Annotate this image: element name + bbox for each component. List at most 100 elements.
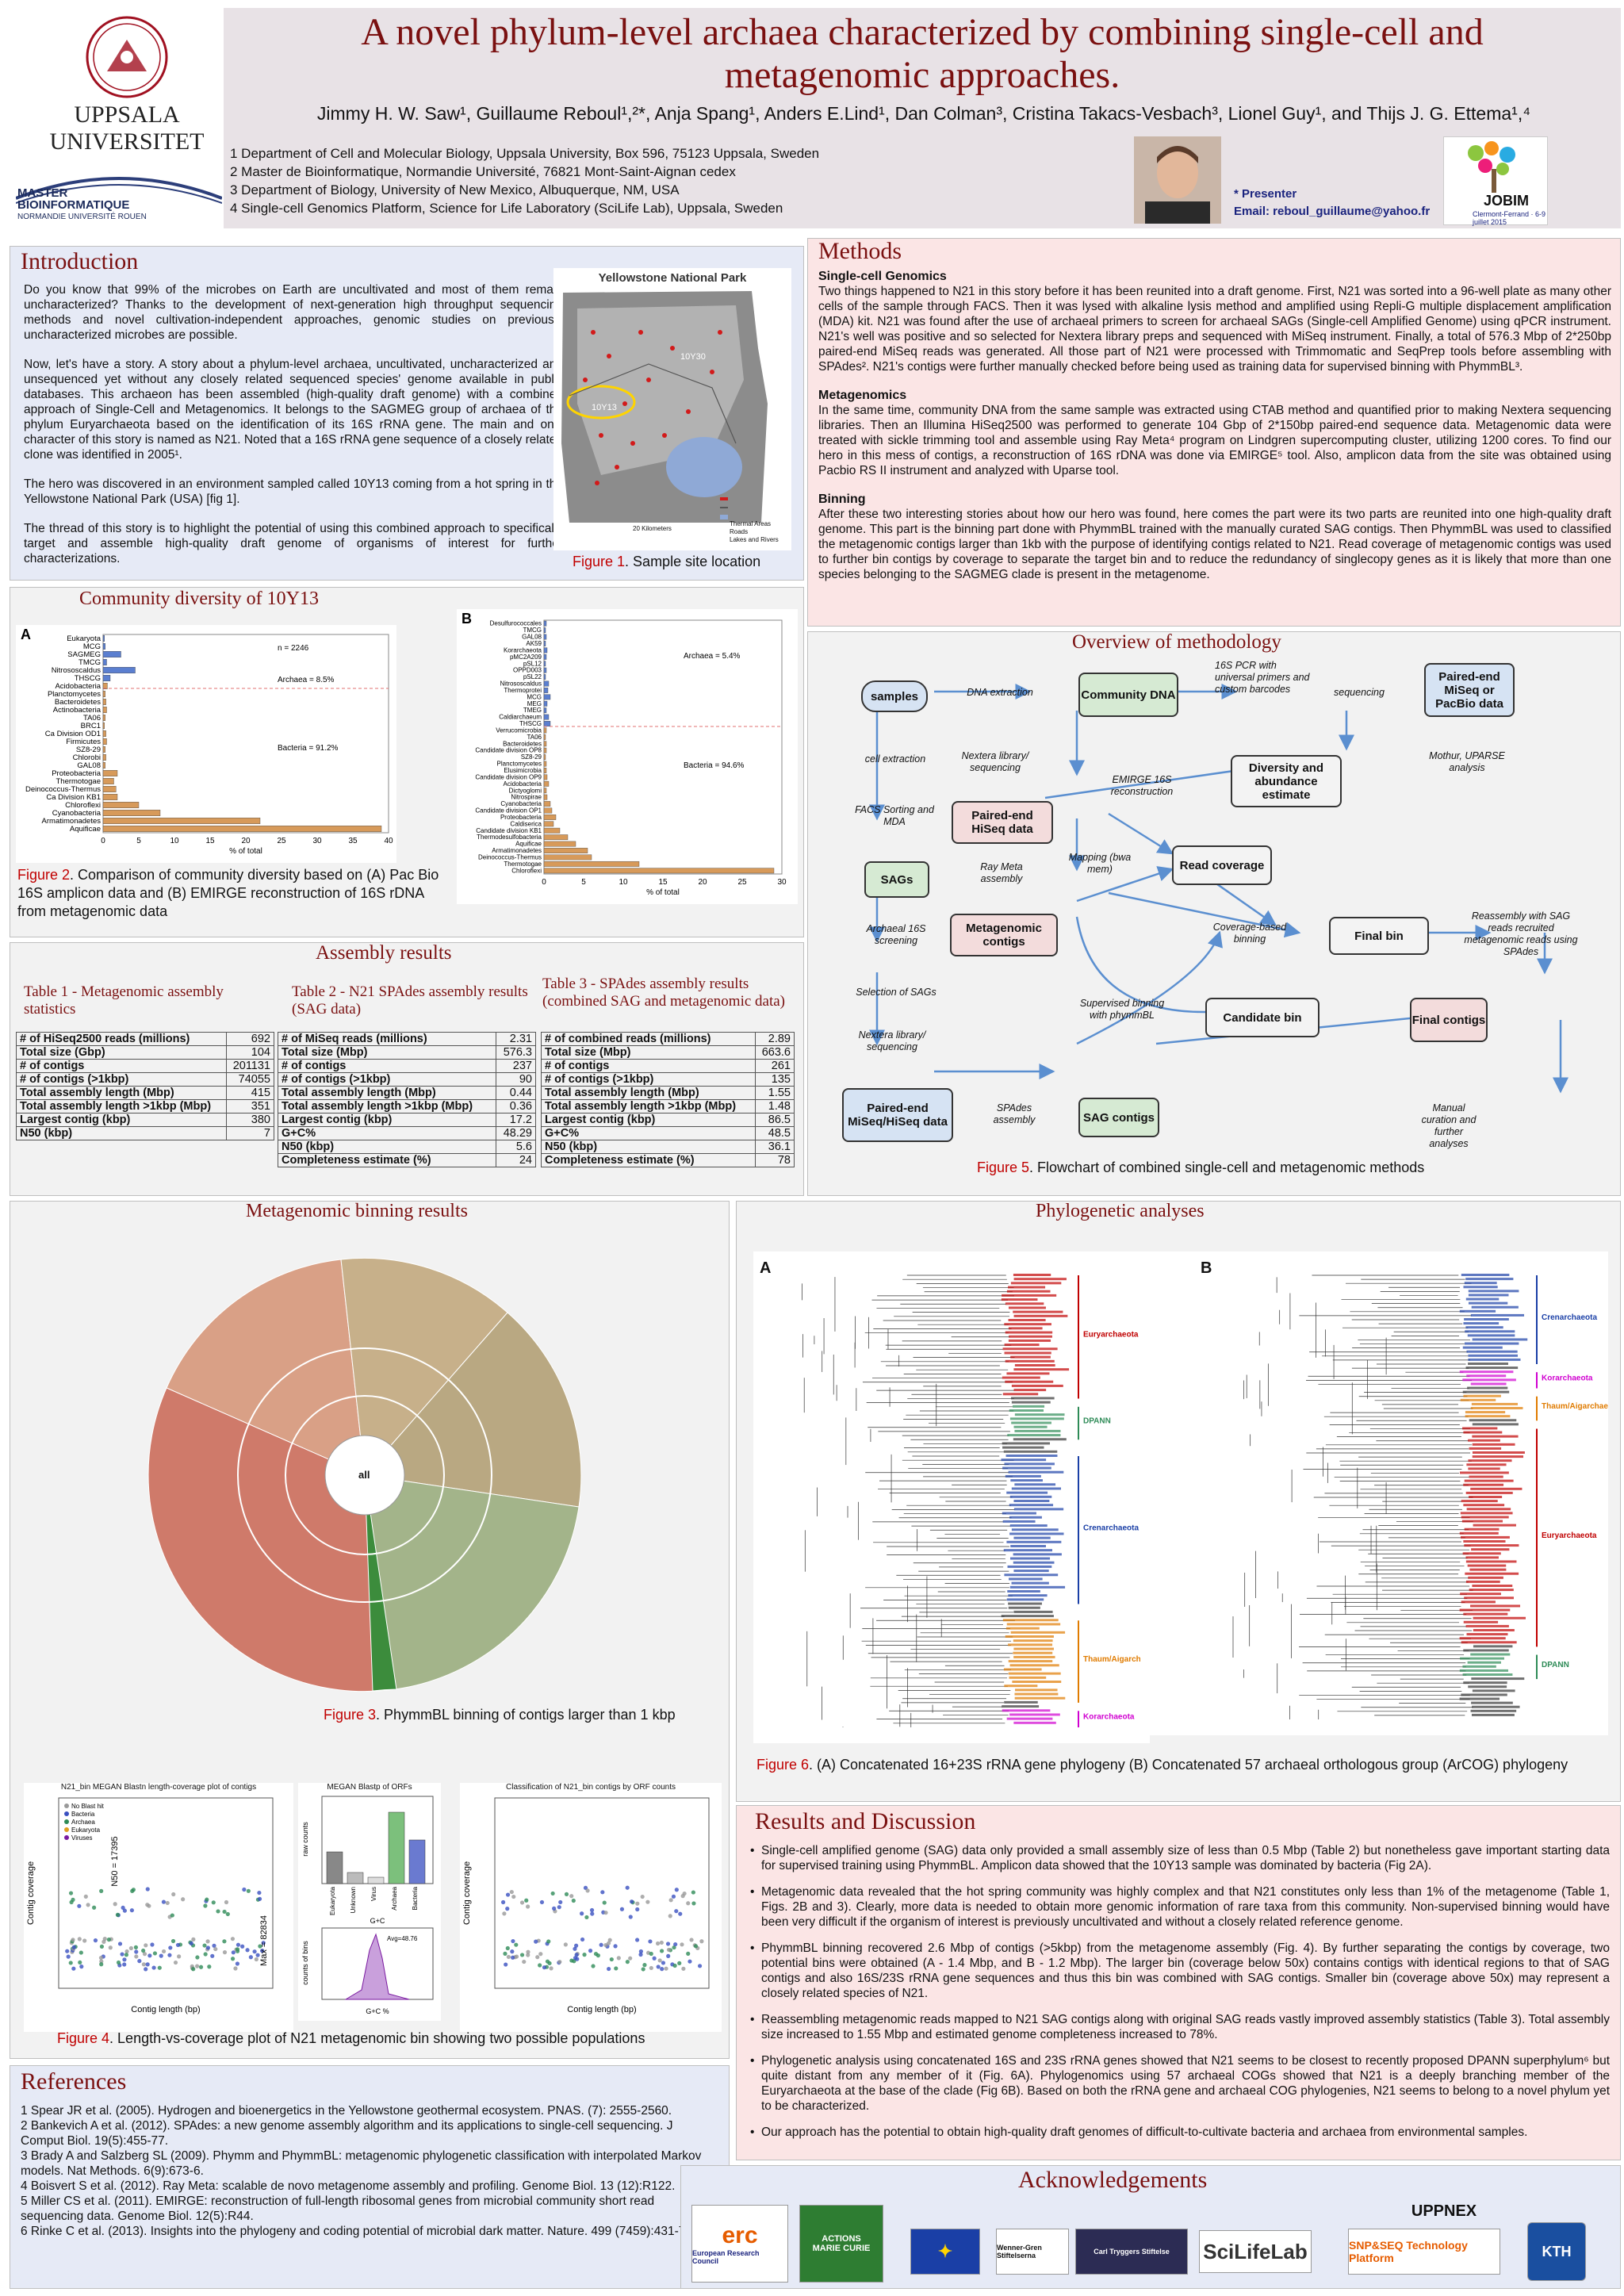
bar [543,754,546,761]
chart-panel-label: A [21,627,31,642]
data-point [145,1903,150,1907]
table-cell-label: Total assembly length >1kbp (Mbp) [540,1099,756,1114]
tree-leaf [1011,1401,1051,1404]
uppsala-seal-icon [86,16,168,98]
tree-leaf [1008,1602,1042,1605]
data-point [144,1943,148,1948]
phylo-title: Phylogenetic analyses [1036,1201,1205,1221]
data-point [216,1909,220,1914]
tree-leaf [1011,1581,1049,1585]
node-read-coverage: Read coverage [1172,845,1272,885]
tree-leaf [1008,1470,1064,1474]
data-point [505,1892,511,1897]
data-point [619,1907,625,1911]
table-cell-value: 415 [226,1086,274,1100]
x-tick-label: 5 [581,878,586,887]
figure2-caption: Figure 2. Comparison of community divers… [17,867,439,919]
figure1-caption: Figure 1. Sample site location [573,554,761,569]
tree-leaf [1463,1286,1498,1289]
data-point [526,1904,530,1909]
data-point [78,1960,82,1965]
references-title: References [21,2068,127,2095]
tree-leaf [1466,1633,1508,1636]
plot-frame [58,1797,274,1989]
label-reassembly: Reassembly with SAG reads recruited meta… [1464,910,1578,957]
presenter-email[interactable]: Email: reboul_guillaume@yahoo.fr [1234,205,1431,218]
data-point [205,1945,211,1950]
data-point [202,1943,207,1948]
tree-leaf [1465,1415,1511,1418]
data-point [261,1941,266,1945]
tree-leaf [1470,1313,1525,1317]
tree-leaf [1013,1655,1055,1658]
table-row: # of HiSeq2500 reads (millions) 692 [15,1032,274,1046]
data-point [642,1963,647,1968]
tree-leaf [1463,1431,1503,1434]
tree-leaf [1461,1535,1510,1539]
data-point [99,1959,104,1964]
erc-logo: erc European Research Council [691,2205,788,2283]
data-point [245,1948,250,1953]
data-point [682,1891,687,1896]
bar [543,774,548,780]
data-point [652,1956,657,1961]
y-axis-label: counts of bins [301,1941,309,1985]
bar [543,815,557,820]
tree-leaf [1013,1536,1051,1539]
category-label: Candidate division OP8 [475,747,542,754]
category-label: Caldiarchaeum [499,714,542,721]
tree-leaf [1466,1350,1518,1353]
category-label: Chloroflexi [65,801,101,810]
data-point [519,1900,525,1905]
label-pcr: 16S PCR with universal primers and custo… [1215,660,1310,695]
table-cell-value: 74055 [226,1072,274,1087]
table-cell-label: G+C% [540,1126,756,1140]
tree-leaf [1461,1516,1509,1519]
table-cell-value: 201131 [226,1059,274,1073]
tree-leaf [1006,1598,1044,1601]
data-point [542,1965,547,1970]
bar [102,634,105,642]
tree-leaf [1006,1717,1053,1720]
data-point [607,1966,611,1972]
tree-leaf [1008,1606,1040,1609]
table-row: # of contigs (>1kbp) 135 [540,1072,795,1087]
data-point [145,1887,150,1892]
map-label-10y30: 10Y30 [680,352,706,362]
tree-leaf [1464,1596,1514,1600]
bar [543,827,561,834]
category-label: MEG [527,700,542,707]
label-facs: FACS Sorting and MDA [855,804,934,827]
tree-leaf [1465,1572,1519,1575]
tree-leaf [1465,1624,1509,1627]
data-point [194,1964,200,1968]
data-point [557,1905,561,1910]
table-cell-value: 237 [496,1059,536,1073]
tree-leaf [1003,1549,1053,1552]
data-point [655,1941,661,1946]
category-label: Aquificae [70,825,101,834]
category-label: Archaea [391,1886,398,1910]
data-point [120,1952,124,1957]
tree-leaf [1468,1363,1508,1365]
table-cell-label: # of contigs [15,1059,228,1073]
clade-label: Crenarchaeota [1542,1313,1597,1322]
category-label: OPPD003 [513,667,542,674]
tree-leaf [1013,1274,1051,1276]
data-point [235,1961,240,1966]
tree-leaf [1462,1552,1501,1555]
bar [543,868,775,874]
legend-marker [64,1835,69,1840]
carl-tryggers-logo: Carl Tryggers Stiftelse [1075,2229,1188,2275]
table-row: # of contigs 201131 [15,1059,274,1073]
category-label: THSCG [75,674,101,683]
tree-leaf [1009,1713,1060,1716]
tree-leaf [1473,1524,1516,1527]
data-point [668,1898,673,1903]
tree-leaf [1459,1531,1499,1535]
data-point [673,1941,678,1947]
data-point [511,1955,515,1960]
data-point [677,1961,682,1965]
bar [543,647,548,654]
data-point [514,1942,519,1947]
